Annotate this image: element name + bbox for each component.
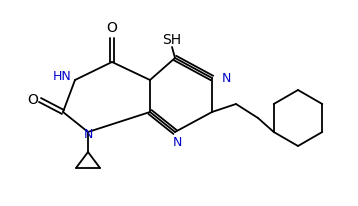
Text: N: N: [222, 71, 231, 84]
Text: O: O: [28, 93, 38, 107]
Text: N: N: [172, 137, 182, 150]
Text: O: O: [107, 21, 117, 35]
Text: SH: SH: [163, 33, 182, 47]
Text: HN: HN: [53, 69, 71, 82]
Text: N: N: [83, 129, 93, 142]
